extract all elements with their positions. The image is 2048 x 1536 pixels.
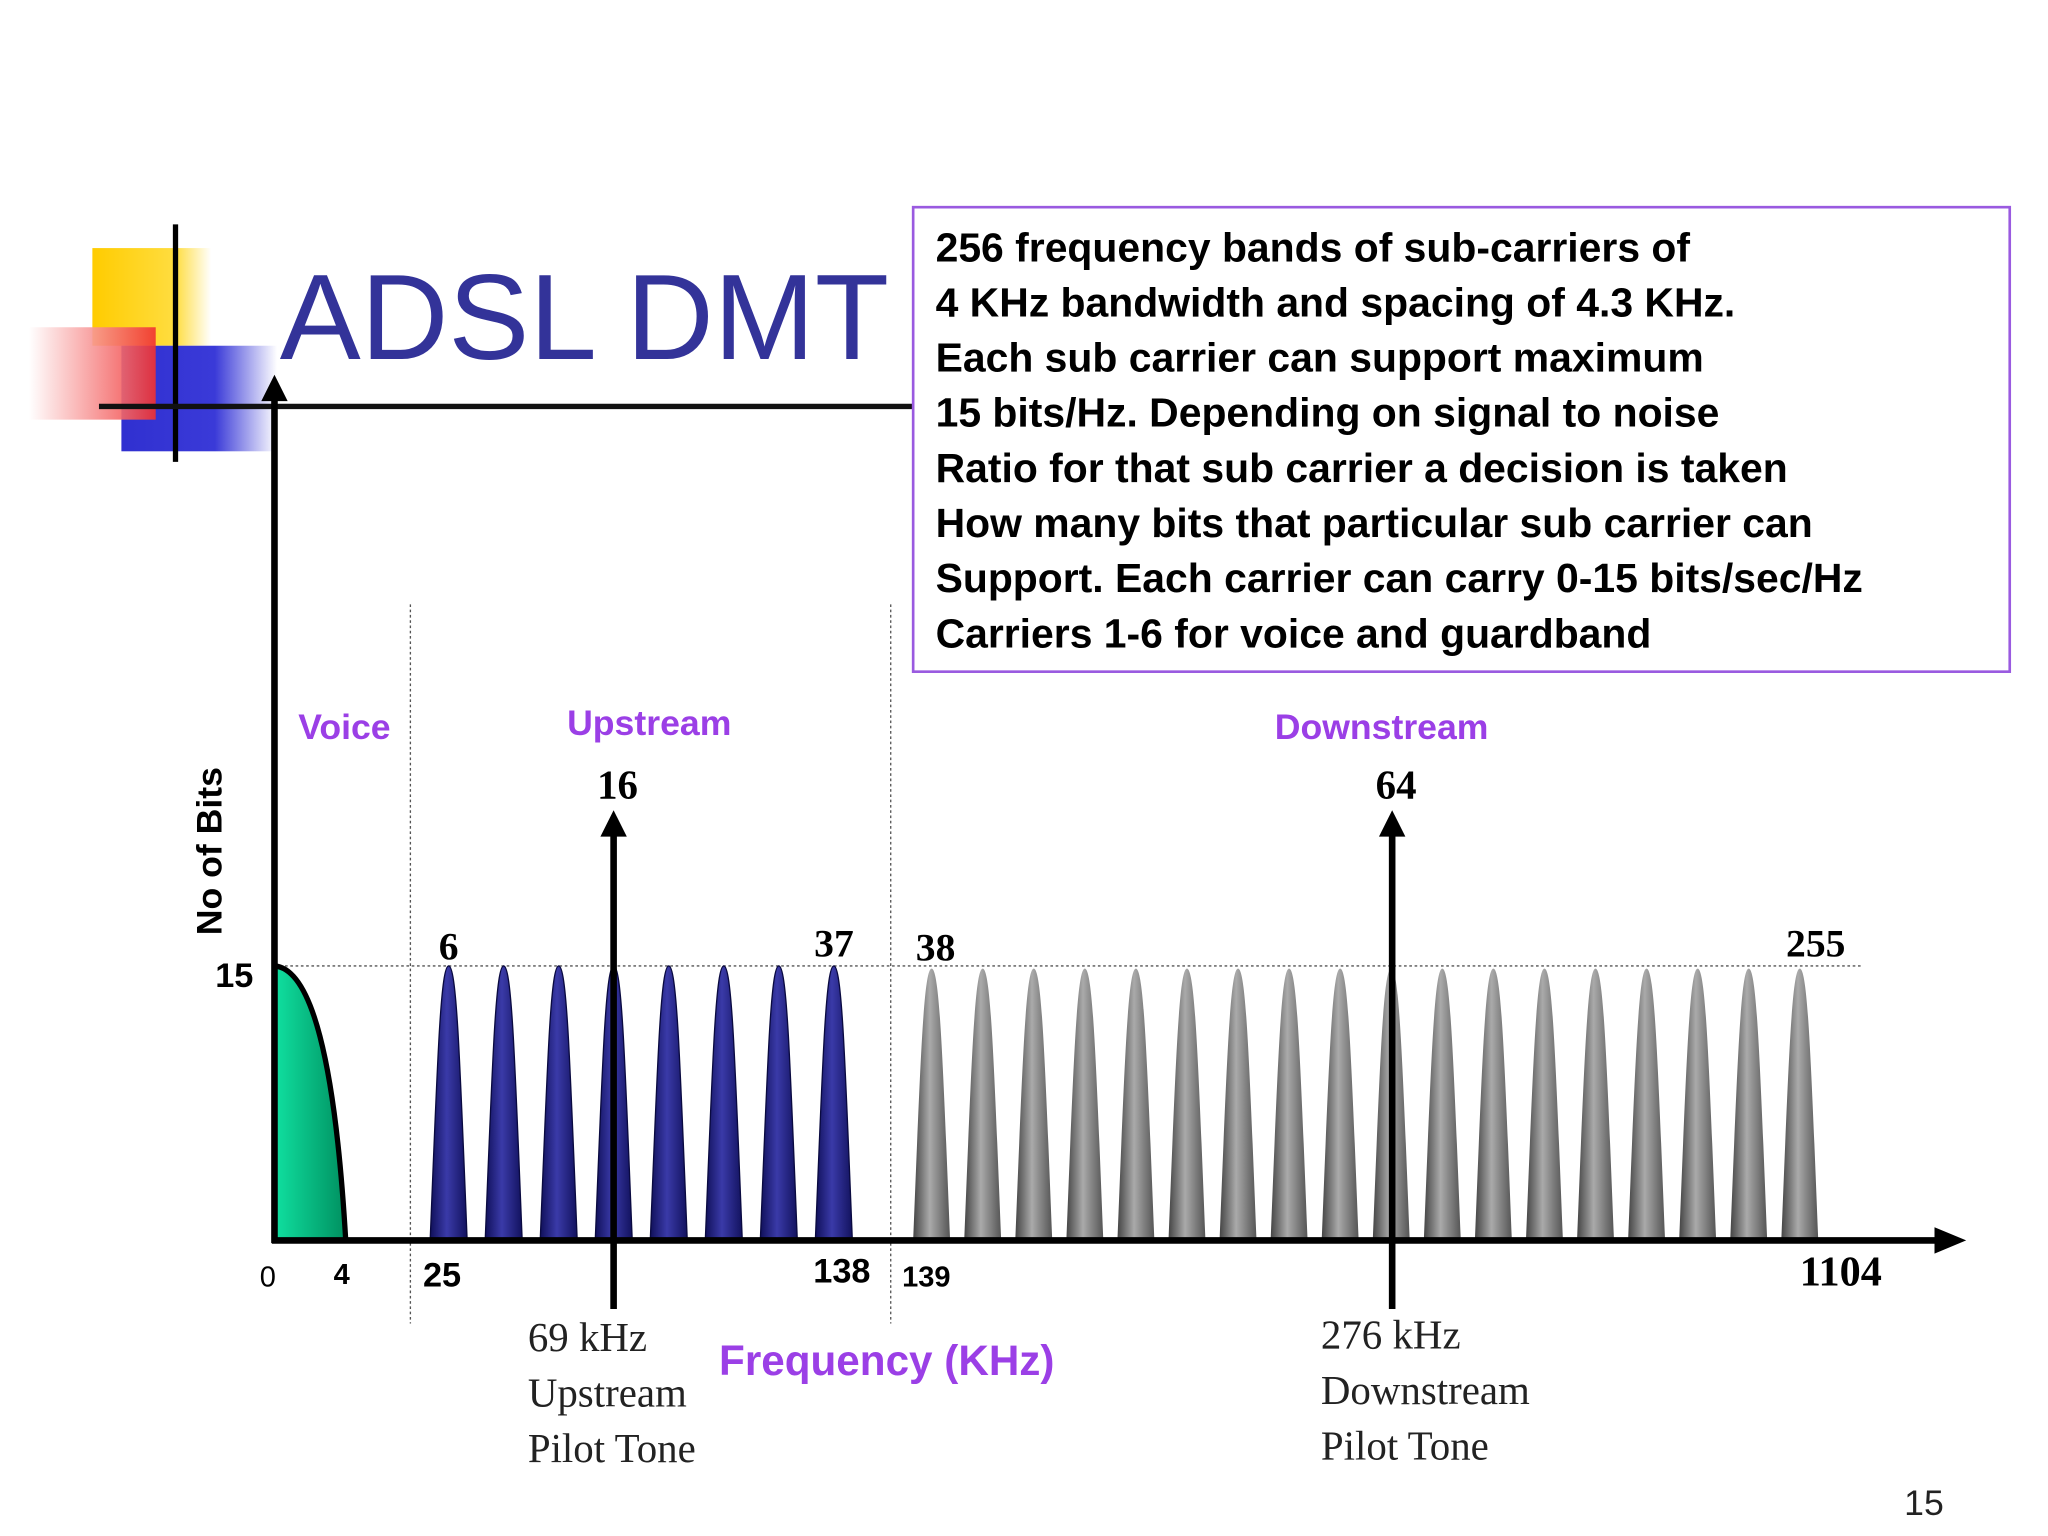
carrier-label: 38 — [916, 926, 956, 970]
sub-carrier — [539, 965, 578, 1242]
sub-carrier — [1270, 968, 1308, 1241]
caption-line: Upstream — [528, 1371, 687, 1416]
sub-carrier — [429, 965, 468, 1242]
sub-carrier — [1628, 968, 1666, 1241]
info-line: Ratio for that sub carrier a decision is… — [936, 445, 1788, 491]
x-axis-label: Frequency (KHz) — [719, 1337, 1054, 1384]
sub-carrier — [1525, 968, 1563, 1241]
sub-carrier — [649, 965, 688, 1242]
carrier-label: 37 — [814, 922, 854, 966]
pilot-caption: 69 kHz Upstream Pilot Tone 276 kHz Downs… — [528, 1313, 1530, 1471]
info-line: 4 KHz bandwidth and spacing of 4.3 KHz. — [936, 279, 1736, 325]
page-number: 15 — [1904, 1483, 1944, 1523]
sub-carrier — [704, 965, 743, 1242]
sub-carriers — [429, 965, 1819, 1242]
y-tick: 15 — [215, 957, 253, 995]
x-tick: 139 — [902, 1262, 950, 1294]
slide-title: ADSL DMT — [280, 249, 889, 385]
sub-carrier — [1168, 968, 1206, 1241]
sub-carrier — [1321, 968, 1359, 1241]
carrier-label: 255 — [1786, 922, 1845, 966]
x-tick: 1104 — [1800, 1248, 1882, 1295]
sub-carrier — [1730, 968, 1768, 1241]
axes — [261, 374, 1967, 1310]
caption-line: Downstream — [1321, 1368, 1530, 1413]
info-line: 15 bits/Hz. Depending on signal to noise — [936, 390, 1720, 436]
info-line: Support. Each carrier can carry 0-15 bit… — [936, 555, 1863, 601]
sub-carrier — [484, 965, 523, 1242]
voice-band — [271, 963, 349, 1244]
sub-carrier — [1117, 968, 1155, 1241]
info-line: Each sub carrier can support maximum — [936, 335, 1704, 381]
carrier-label: 6 — [439, 924, 459, 968]
pilot-number: 16 — [597, 762, 638, 807]
guides — [274, 604, 1861, 1324]
caption-line: 69 kHz — [528, 1315, 647, 1360]
sub-carrier — [1679, 968, 1717, 1241]
info-line: Carriers 1-6 for voice and guardband — [936, 610, 1652, 656]
sub-carrier — [759, 965, 798, 1242]
caption-line: Pilot Tone — [1321, 1423, 1489, 1468]
sub-carrier — [964, 968, 1002, 1241]
logo-decoration — [29, 224, 914, 462]
band-label: Voice — [298, 707, 390, 747]
sub-carrier — [1577, 968, 1614, 1241]
band-label: Upstream — [567, 703, 731, 743]
info-line: How many bits that particular sub carrie… — [936, 500, 1813, 546]
sub-carrier — [1781, 968, 1819, 1241]
sub-carrier — [1066, 968, 1104, 1241]
sub-carrier — [1219, 968, 1257, 1241]
sub-carrier — [1423, 968, 1461, 1241]
sub-carrier — [1474, 968, 1512, 1241]
sub-carrier — [1015, 968, 1053, 1241]
x-tick: 138 — [813, 1253, 870, 1291]
band-label: Downstream — [1275, 707, 1489, 747]
sub-carrier — [913, 968, 951, 1241]
caption-line: Pilot Tone — [528, 1426, 696, 1471]
x-tick: 25 — [423, 1257, 461, 1295]
info-text: 256 frequency bands of sub-carriers of 4 … — [936, 224, 1863, 656]
info-box — [911, 205, 2012, 673]
x-tick: 4 — [334, 1259, 350, 1291]
y-axis-label: No of Bits — [190, 767, 230, 935]
pilot-number: 64 — [1376, 762, 1417, 807]
x-tick: 0 — [260, 1262, 276, 1294]
sub-carrier — [814, 965, 854, 1242]
info-line: 256 frequency bands of sub-carriers of — [936, 224, 1691, 270]
caption-line: 276 kHz — [1321, 1313, 1461, 1358]
